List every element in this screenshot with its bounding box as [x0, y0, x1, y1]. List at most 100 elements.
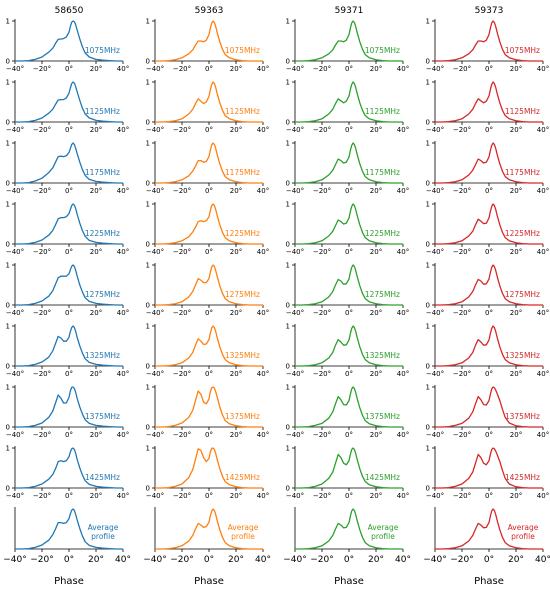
y-tick-label: 0	[6, 241, 10, 249]
frequency-label: 1125MHz	[365, 107, 400, 116]
x-tick-label: 20°	[370, 248, 382, 256]
x-tick-label: 40°	[537, 248, 549, 256]
x-axis-label: Phase	[334, 576, 364, 587]
x-tick-label: 40°	[117, 187, 129, 195]
profile-line	[435, 325, 543, 367]
y-tick-label: 1	[146, 323, 150, 331]
x-tick-label: −20°	[313, 187, 331, 195]
profile-line	[155, 20, 263, 62]
profile-line	[295, 81, 403, 123]
x-tick-label: 0°	[344, 555, 354, 565]
x-tick-label: 0°	[65, 65, 73, 73]
x-tick-label: 40°	[117, 492, 129, 500]
x-tick-label: 0°	[204, 555, 214, 565]
frequency-label: 1325MHz	[505, 351, 540, 360]
x-tick-label: 0°	[484, 555, 494, 565]
average-profile-label: Average	[368, 523, 399, 532]
profile-line	[295, 508, 403, 550]
average-profile-label: Average	[88, 523, 119, 532]
y-tick-label: 1	[286, 262, 290, 270]
x-tick-label: 40°	[537, 370, 549, 378]
y-tick-label: 0	[6, 58, 10, 66]
x-tick-label: 0°	[65, 187, 73, 195]
x-tick-label: 40°	[397, 65, 409, 73]
x-tick-label: 0°	[485, 248, 493, 256]
x-tick-label: 20°	[510, 65, 522, 73]
y-tick-label: 0	[146, 363, 150, 371]
frequency-label: 1225MHz	[365, 229, 400, 238]
profile-line	[15, 142, 123, 184]
x-tick-label: 20°	[510, 431, 522, 439]
x-tick-label: −20°	[313, 370, 331, 378]
profile-panel: −40° −20° 0° 20° 40° 0 1 1375MHz	[6, 384, 130, 440]
x-tick-label: 20°	[510, 492, 522, 500]
x-tick-label: 0°	[205, 492, 213, 500]
x-tick-label: 40°	[117, 248, 129, 256]
profile-line	[15, 264, 123, 306]
x-tick-label: 20°	[90, 492, 102, 500]
x-tick-label: −20°	[313, 126, 331, 134]
x-tick-label: 20°	[90, 187, 102, 195]
x-tick-label: −20°	[173, 370, 191, 378]
frequency-label: 1175MHz	[225, 168, 260, 177]
profile-panel: −40° −20° 0° 20° 40° 0 1 1225MHz	[6, 201, 130, 257]
average-profile-label: profile	[371, 532, 395, 541]
x-tick-label: 0°	[65, 309, 73, 317]
frequency-label: 1175MHz	[365, 168, 400, 177]
x-tick-label: −20°	[313, 309, 331, 317]
y-tick-label: 1	[6, 384, 10, 392]
x-tick-label: 40°	[397, 431, 409, 439]
x-tick-label: 40°	[257, 431, 269, 439]
x-tick-label: −40°	[146, 309, 164, 317]
x-tick-label: −40°	[286, 65, 304, 73]
x-tick-label: 20°	[90, 309, 102, 317]
y-tick-label: 0	[146, 241, 150, 249]
x-tick-label: −20°	[453, 126, 471, 134]
average-profile-label: Average	[228, 523, 259, 532]
x-tick-label: −40°	[426, 492, 444, 500]
x-tick-label: −20°	[313, 248, 331, 256]
x-tick-label: 40°	[397, 309, 409, 317]
y-tick-label: 1	[286, 201, 290, 209]
frequency-label: 1325MHz	[225, 351, 260, 360]
frequency-label: 1075MHz	[225, 46, 260, 55]
profile-panel: −40° −20° 0° 20° 40° 0 1 1225MHz	[286, 201, 410, 257]
x-tick-label: 40°	[117, 126, 129, 134]
column-title-58650: 58650	[55, 6, 84, 16]
x-tick-label: 0°	[485, 187, 493, 195]
x-tick-label: 40°	[397, 187, 409, 195]
profile-panel: −40° −20° 0° 20° 40° 0 1 1175MHz	[426, 140, 550, 196]
x-tick-label: 40°	[257, 126, 269, 134]
x-tick-label: −40°	[6, 309, 24, 317]
frequency-label: 1075MHz	[85, 46, 120, 55]
y-tick-label: 1	[426, 445, 430, 453]
y-tick-label: 0	[286, 485, 290, 493]
x-tick-label: −20°	[313, 492, 331, 500]
profile-line	[295, 386, 403, 428]
frequency-label: 1375MHz	[505, 412, 540, 421]
profile-panel: −40° −20° 0° 20° 40° 0 1 1375MHz	[286, 384, 410, 440]
x-tick-label: 20°	[230, 370, 242, 378]
x-tick-label: 0°	[65, 492, 73, 500]
frequency-label: 1425MHz	[505, 473, 540, 482]
x-tick-label: −40°	[146, 187, 164, 195]
x-tick-label: −20°	[450, 555, 474, 565]
x-tick-label: 0°	[205, 187, 213, 195]
x-tick-label: −40°	[6, 431, 24, 439]
profile-line	[15, 447, 123, 489]
x-tick-label: 40°	[397, 370, 409, 378]
x-tick-label: 40°	[537, 431, 549, 439]
x-tick-label: 20°	[370, 309, 382, 317]
x-tick-label: −40°	[426, 248, 444, 256]
x-tick-label: 40°	[535, 555, 550, 565]
x-tick-label: 40°	[397, 248, 409, 256]
x-tick-label: −20°	[173, 431, 191, 439]
average-profile-label: profile	[91, 532, 115, 541]
frequency-label: 1125MHz	[225, 107, 260, 116]
x-tick-label: −40°	[6, 187, 24, 195]
frequency-label: 1225MHz	[505, 229, 540, 238]
profile-line	[155, 81, 263, 123]
x-tick-label: 0°	[485, 492, 493, 500]
